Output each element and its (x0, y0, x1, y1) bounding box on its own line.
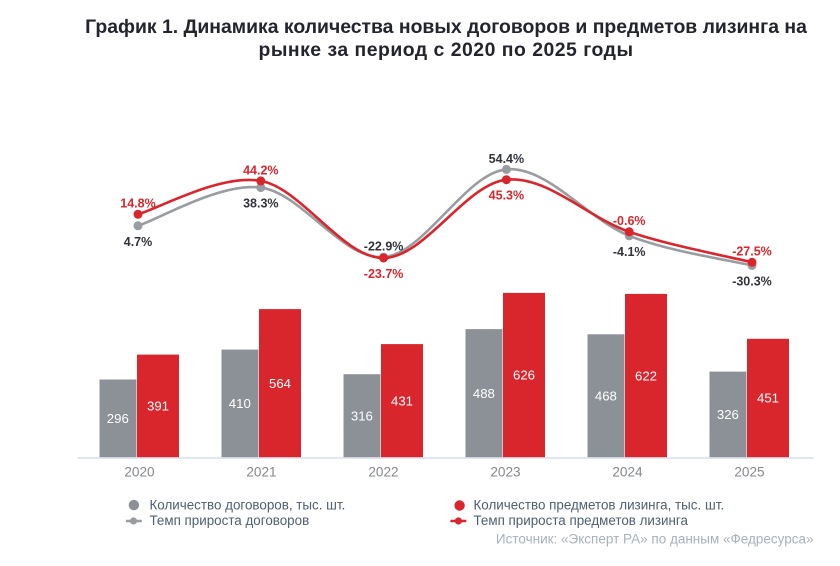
svg-text:-0.6%: -0.6% (613, 214, 646, 228)
svg-text:391: 391 (147, 399, 169, 414)
svg-text:2025: 2025 (734, 464, 764, 479)
svg-text:626: 626 (513, 368, 535, 383)
svg-text:2020: 2020 (124, 464, 155, 479)
svg-text:2021: 2021 (246, 464, 276, 479)
svg-text:Количество предметов лизинга,: Количество предметов лизинга, тыс. шт. (474, 497, 725, 512)
svg-text:564: 564 (269, 376, 291, 391)
svg-text:296: 296 (107, 411, 129, 426)
svg-text:54.4%: 54.4% (489, 152, 524, 166)
svg-text:Количество договоров, тыс. шт.: Количество договоров, тыс. шт. (150, 497, 346, 512)
svg-text:4.7%: 4.7% (124, 235, 153, 249)
svg-text:44.2%: 44.2% (243, 163, 278, 177)
svg-text:Темп прироста договоров: Темп прироста договоров (150, 513, 310, 528)
svg-text:38.3%: 38.3% (243, 197, 278, 211)
svg-text:14.8%: 14.8% (120, 197, 155, 211)
svg-text:2023: 2023 (490, 464, 520, 479)
svg-text:График 1. Динамика количества: График 1. Динамика количества новых дого… (85, 16, 807, 38)
svg-text:-4.1%: -4.1% (613, 245, 646, 259)
svg-text:45.3%: 45.3% (489, 189, 524, 203)
svg-text:-30.3%: -30.3% (732, 275, 772, 289)
svg-text:622: 622 (635, 368, 657, 383)
svg-text:410: 410 (229, 396, 251, 411)
svg-text:431: 431 (391, 393, 413, 408)
svg-text:-27.5%: -27.5% (732, 245, 772, 259)
svg-text:468: 468 (595, 389, 617, 404)
svg-text:-22.9%: -22.9% (364, 240, 404, 254)
svg-text:Источник: «Эксперт РА» по данн: Источник: «Эксперт РА» по данным «Федрес… (496, 532, 814, 547)
svg-text:326: 326 (717, 407, 739, 422)
svg-text:Темп прироста предметов лизинг: Темп прироста предметов лизинга (474, 513, 689, 528)
svg-text:-23.7%: -23.7% (364, 267, 404, 281)
svg-text:316: 316 (351, 408, 373, 423)
svg-text:451: 451 (757, 391, 779, 406)
svg-text:рынке за период с 2020 по 2025: рынке за период с 2020 по 2025 годы (258, 39, 633, 61)
svg-text:488: 488 (473, 386, 495, 401)
svg-text:2022: 2022 (368, 464, 398, 479)
svg-text:2024: 2024 (612, 464, 643, 479)
